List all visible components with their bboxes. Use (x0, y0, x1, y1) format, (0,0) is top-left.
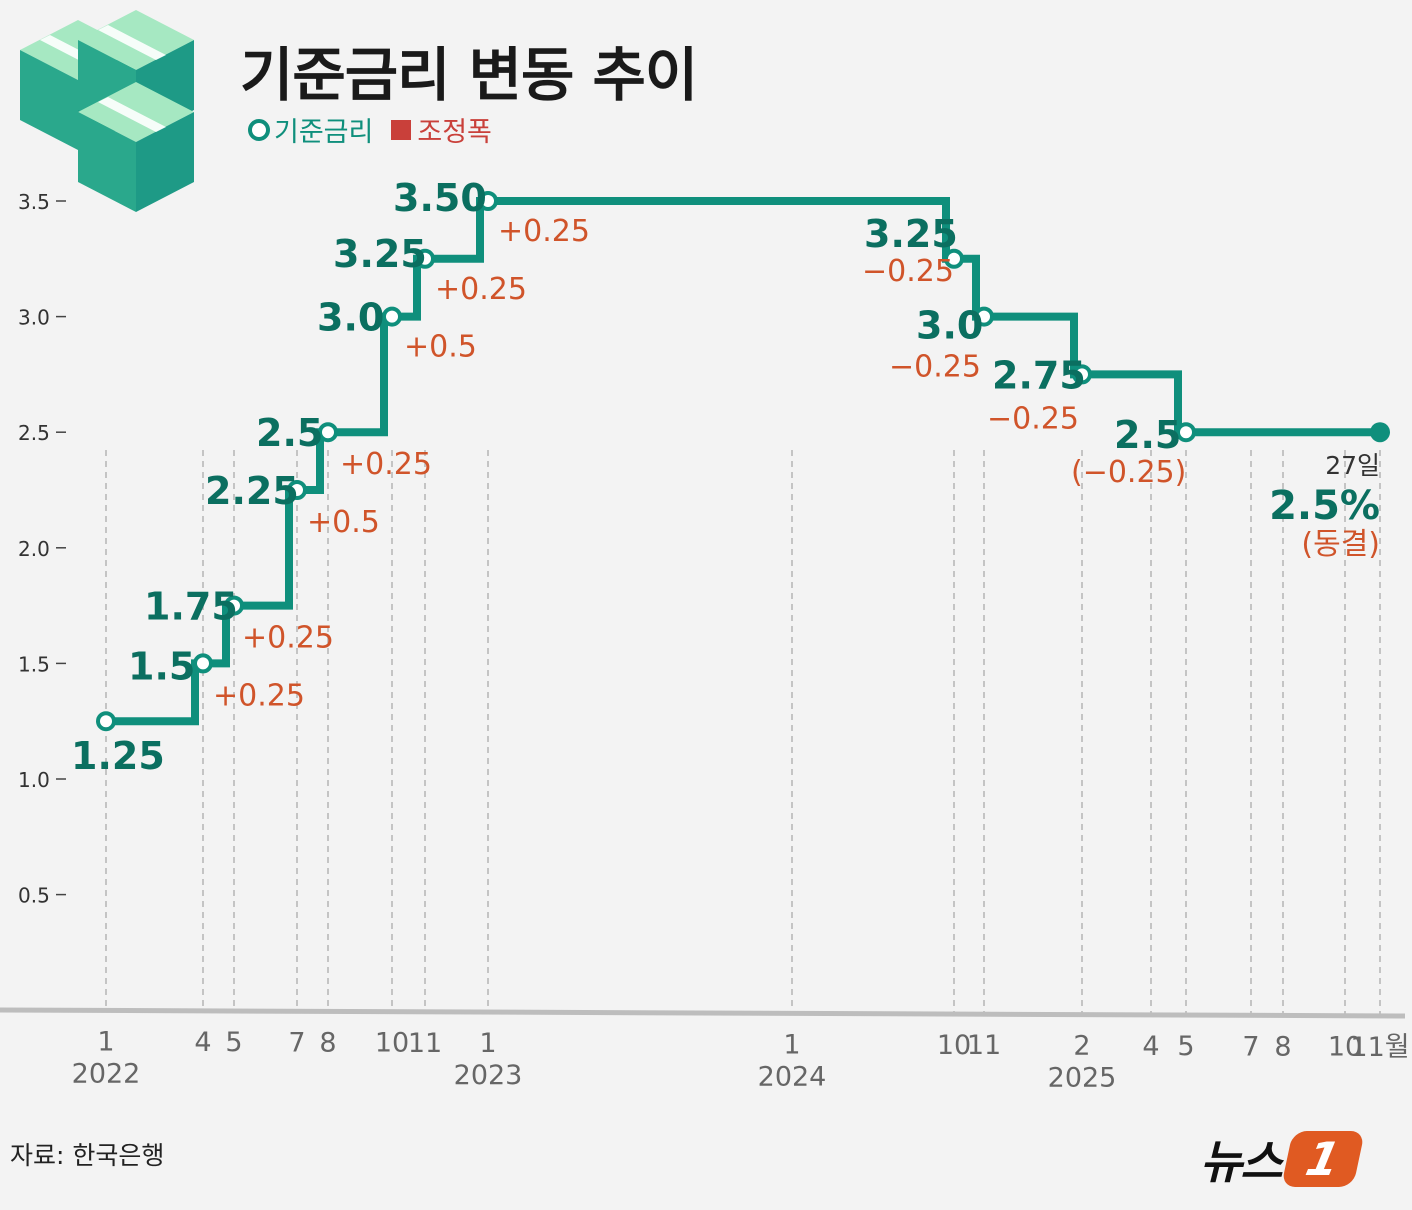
rate-point (96, 711, 116, 732)
x-tick-month: 11 (967, 1030, 1001, 1061)
rate-point (944, 248, 964, 269)
y-tick-label: 3.5 (18, 190, 50, 214)
x-tick-year: 2025 (1048, 1063, 1117, 1094)
rate-change-label: +0.25 (498, 214, 590, 249)
rate-change-label: +0.25 (340, 447, 432, 482)
x-tick-month: 7 (288, 1027, 305, 1058)
rate-value-label: 3.0 (317, 296, 384, 340)
rate-point (287, 480, 307, 500)
rate-point (318, 422, 338, 443)
money-stack-b-band (98, 25, 166, 60)
x-tick-month: 5 (1177, 1031, 1194, 1062)
x-tick-month: 11월 (1350, 1032, 1409, 1063)
money-stack-c-band (98, 97, 166, 132)
x-tick-month: 2 (1073, 1031, 1090, 1062)
rate-change-label: +0.25 (242, 621, 334, 656)
rate-value-label: 3.50 (393, 176, 487, 220)
x-tick-month: 11 (408, 1028, 442, 1059)
rate-point (415, 248, 435, 269)
page-title: 기준금리 변동 추이 (240, 41, 698, 109)
rate-change-label: −0.25 (862, 254, 954, 289)
final-point (1370, 422, 1390, 443)
rate-value-label: 2.5 (1114, 413, 1181, 457)
legend-rate-label: 기준금리 (274, 117, 374, 148)
rate-change-label: −0.25 (987, 401, 1079, 436)
legend-square-icon (391, 119, 412, 140)
final-day-label: 27일 (1325, 451, 1380, 480)
rate-value-label: 3.25 (864, 212, 958, 256)
rate-change-label: +0.25 (213, 678, 305, 713)
rate-point (193, 653, 213, 674)
rate-point (478, 191, 498, 211)
rate-change-label: +0.25 (435, 272, 527, 307)
rate-value-label: 2.25 (205, 469, 299, 513)
y-tick-label: 2.5 (18, 421, 50, 445)
rate-value-label: 1.25 (71, 734, 165, 778)
y-tick-label: 2.0 (18, 537, 50, 561)
rate-point (382, 306, 402, 327)
x-tick-month: 1 (97, 1026, 114, 1057)
rate-change-label: +0.5 (307, 505, 380, 540)
final-note-label: (동결) (1301, 527, 1380, 562)
x-tick-month: 10 (937, 1030, 971, 1061)
y-tick-label: 3.0 (18, 306, 50, 330)
x-tick-month: 10 (375, 1028, 409, 1059)
x-tick-month: 1 (479, 1028, 496, 1059)
x-tick-year: 2022 (72, 1058, 141, 1089)
rate-point (1072, 364, 1092, 385)
news1-logo: 뉴스 1 (1200, 1126, 1365, 1192)
x-tick-month: 7 (1242, 1031, 1259, 1062)
chart-legend: 기준금리 조정폭 (248, 110, 492, 149)
rate-point (224, 595, 244, 616)
money-stack-c-left (78, 112, 136, 212)
rate-change-label: −0.25 (889, 350, 981, 385)
x-tick-year: 2024 (758, 1061, 827, 1092)
final-value-label: 2.5% (1269, 483, 1380, 529)
y-tick-label: 1.0 (18, 768, 50, 792)
rate-value-label: 3.25 (333, 232, 427, 276)
logo-text: 뉴스 (1200, 1135, 1283, 1189)
source-note: 자료: 한국은행 (10, 1141, 165, 1170)
legend-change-label: 조정폭 (417, 117, 492, 148)
rate-point (974, 306, 994, 327)
rate-change-label: +0.5 (404, 330, 477, 365)
rate-value-label: 1.5 (128, 644, 195, 688)
rate-value-label: 1.75 (144, 585, 238, 629)
rate-value-label: 3.0 (916, 304, 983, 348)
rate-point (1176, 422, 1196, 443)
money-stack-c-right (136, 112, 194, 212)
logo-badge: 1 (1280, 1131, 1365, 1187)
money-stack-a-left (20, 50, 78, 150)
legend-ring-icon (248, 118, 270, 141)
x-tick-month: 8 (1274, 1031, 1291, 1062)
x-tick-month: 4 (1142, 1031, 1159, 1062)
rate-value-label: 2.5 (256, 411, 323, 455)
x-tick-month: 8 (319, 1027, 336, 1058)
x-tick-month: 4 (194, 1027, 211, 1058)
x-tick-month: 1 (783, 1029, 800, 1060)
x-tick-year: 2023 (454, 1060, 523, 1091)
x-tick-month: 5 (225, 1027, 242, 1058)
rate-change-label: (−0.25) (1071, 455, 1186, 490)
y-tick-label: 1.5 (18, 652, 50, 676)
x-axis-line (0, 1007, 1406, 1019)
y-tick-label: 0.5 (18, 884, 50, 908)
money-stack-illustration (20, 10, 194, 212)
rate-value-label: 2.75 (992, 353, 1086, 397)
x-tick-month: 10 (1328, 1032, 1362, 1063)
